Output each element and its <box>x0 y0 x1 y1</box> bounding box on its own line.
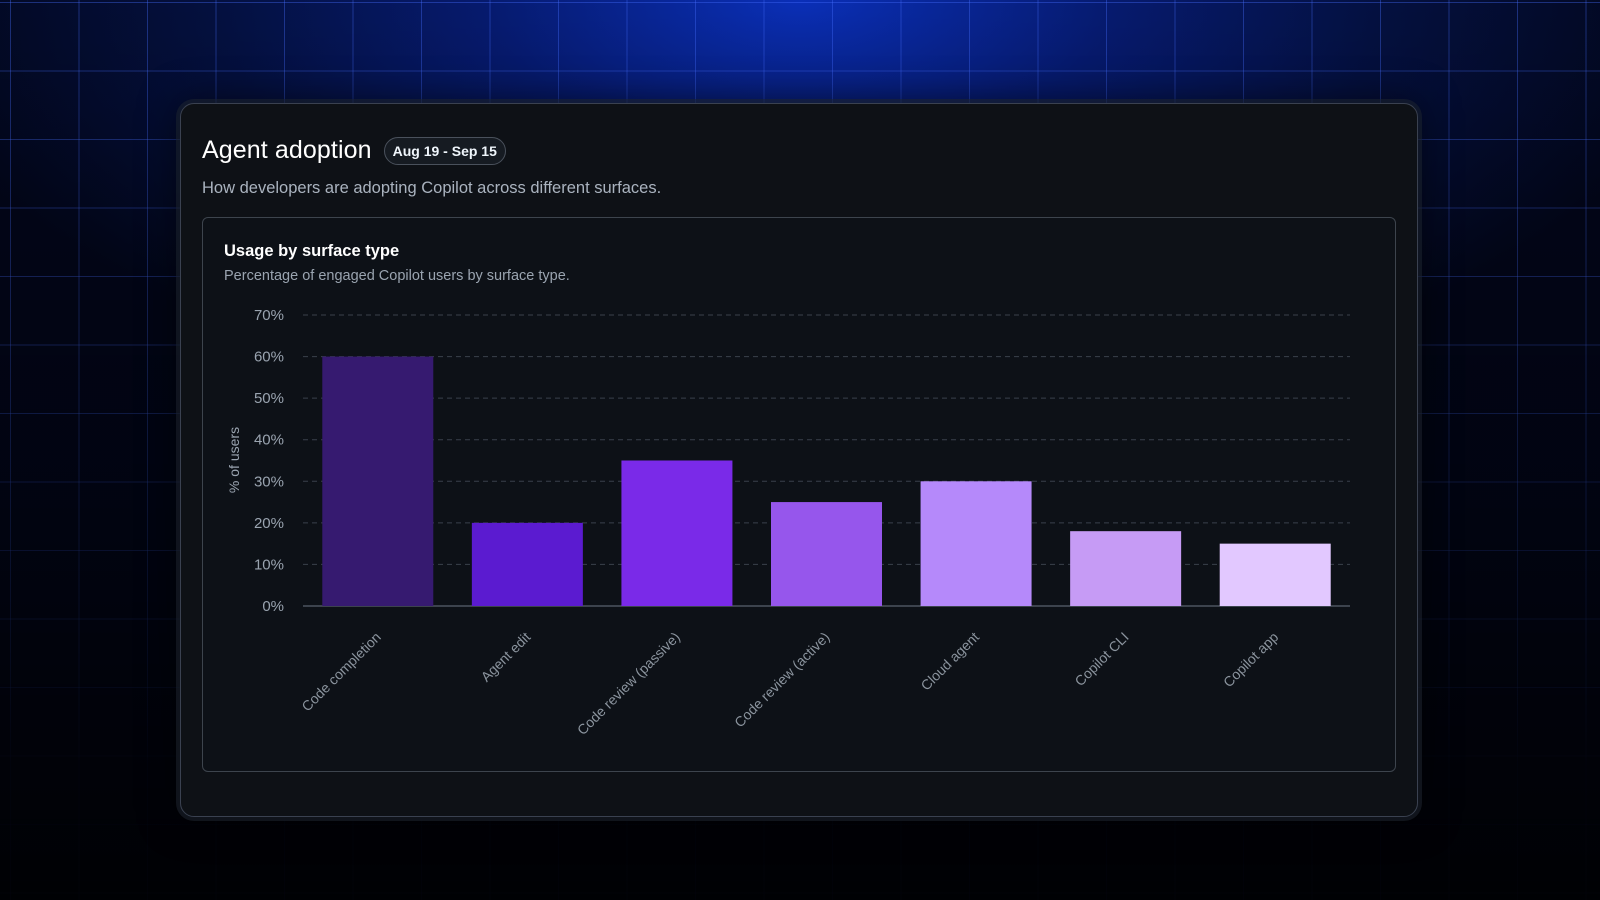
y-tick-label: 40% <box>254 432 284 449</box>
agent-adoption-panel: Agent adoption Aug 19 - Sep 15 How devel… <box>180 103 1418 817</box>
bar-copilot-app[interactable] <box>1219 543 1331 606</box>
usage-chart-card: Usage by surface type Percentage of enga… <box>202 217 1396 772</box>
bar-code-review-active[interactable] <box>771 502 882 606</box>
date-range-badge[interactable]: Aug 19 - Sep 15 <box>383 136 506 165</box>
x-tick-label: Code completion <box>298 629 384 715</box>
x-tick-label: Copilot CLI <box>1071 629 1131 689</box>
x-tick-label: Cloud agent <box>917 629 982 694</box>
bar-chart: 0% 10% 20% 30% 40% 50% 60% 70% Code completion A… <box>226 307 1350 738</box>
x-tick-label: Copilot app <box>1220 629 1282 691</box>
bar-code-completion[interactable] <box>322 356 434 606</box>
bar-agent-edit[interactable] <box>471 522 583 606</box>
bar-code-review-passive[interactable] <box>621 460 733 607</box>
y-tick-label: 50% <box>254 390 284 407</box>
page-title: Agent adoption <box>202 136 372 164</box>
x-tick-label: Code review (active) <box>731 629 833 731</box>
y-tick-label: 0% <box>262 598 284 615</box>
y-tick-label: 70% <box>254 307 284 324</box>
bar-copilot-cli[interactable] <box>1070 531 1182 606</box>
panel-header: Agent adoption Aug 19 - Sep 15 <box>202 136 506 165</box>
chart-title: Usage by surface type <box>224 242 400 260</box>
chart-description: Percentage of engaged Copilot users by s… <box>224 268 570 284</box>
page-subtitle: How developers are adopting Copilot acro… <box>202 179 662 197</box>
x-tick-label: Agent edit <box>478 629 534 685</box>
y-axis-label: % of users <box>226 427 242 493</box>
x-tick-label: Code review (passive) <box>574 629 683 738</box>
y-tick-label: 30% <box>254 473 284 490</box>
y-tick-label: 10% <box>254 556 284 573</box>
y-tick-label: 20% <box>254 515 284 532</box>
bar-cloud-agent[interactable] <box>920 481 1032 606</box>
y-tick-label: 60% <box>254 349 284 366</box>
